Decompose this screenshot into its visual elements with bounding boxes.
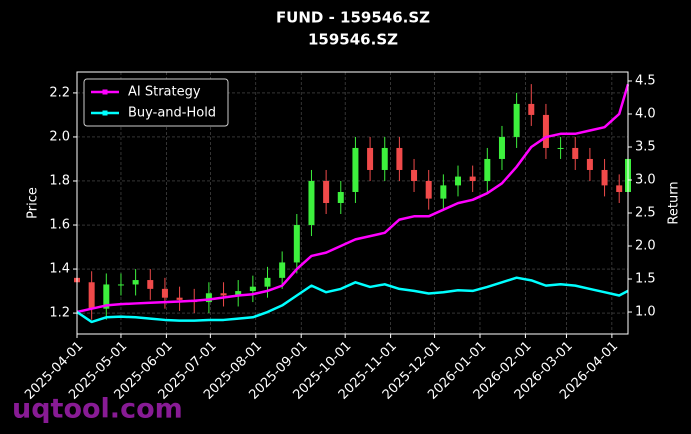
- y2-tick-label: 4.0: [635, 106, 656, 121]
- y-tick-label: 1.8: [49, 173, 70, 188]
- candle-body: [323, 180, 330, 203]
- candle-body: [235, 291, 242, 296]
- candle-body: [279, 262, 286, 278]
- chart-title: FUND - 159546.SZ: [276, 9, 430, 27]
- plot-frame: [76, 71, 629, 335]
- candle-body: [147, 280, 154, 289]
- candle-body: [440, 185, 447, 199]
- legend-label: AI Strategy: [128, 85, 201, 100]
- candle-body: [367, 147, 374, 170]
- y-tick-label: 1.6: [49, 218, 70, 233]
- candle-body: [557, 147, 564, 149]
- legend-box: [83, 78, 229, 127]
- candle-body: [586, 158, 593, 170]
- candle-body: [103, 284, 110, 309]
- candle-body: [469, 176, 476, 181]
- candle-body: [528, 103, 535, 115]
- candle-body: [88, 282, 95, 309]
- series-line: [76, 83, 630, 314]
- legend-marker: [102, 89, 108, 95]
- candle-body: [337, 191, 344, 203]
- candle-body: [396, 147, 403, 170]
- y2-axis-label: Return: [667, 181, 682, 224]
- candle-body: [411, 169, 418, 181]
- legend: AI Strategy Buy-and-Hold: [83, 78, 229, 127]
- y-axis-label: Price: [26, 187, 41, 219]
- y2-tick-label: 1.0: [635, 305, 656, 320]
- y2-tick-label: 4.5: [635, 73, 656, 88]
- candle-body: [484, 158, 491, 181]
- candle-body: [293, 225, 300, 263]
- candle-body: [220, 293, 227, 296]
- y-tick-label: 2.2: [49, 85, 70, 100]
- candle-body: [264, 277, 271, 287]
- y-tick-label: 2.0: [49, 129, 70, 144]
- candle-body: [132, 280, 139, 285]
- candle-body: [117, 284, 124, 286]
- series-line: [76, 276, 629, 324]
- candle-body: [161, 288, 168, 298]
- candle-body: [542, 114, 549, 148]
- chart-subtitle: 159546.SZ: [308, 31, 398, 49]
- watermark: uqtool.com: [12, 394, 183, 425]
- candle-body: [513, 103, 520, 137]
- candle-body: [601, 169, 608, 186]
- candle-body: [352, 147, 359, 192]
- candle-body: [455, 176, 462, 186]
- y2-tick-label: 2.0: [635, 239, 656, 254]
- candle-body: [308, 180, 315, 226]
- y2-tick-label: 3.5: [635, 139, 656, 154]
- y2-tick-label: 3.0: [635, 172, 656, 187]
- legend-marker: [102, 110, 108, 116]
- y-tick-label: 1.2: [49, 306, 70, 321]
- candle-body: [572, 147, 579, 159]
- y-tick-label: 1.4: [49, 262, 70, 277]
- candle-body: [205, 293, 212, 303]
- candle-body: [249, 286, 256, 292]
- candle-body: [176, 297, 183, 300]
- y2-tick-label: 2.5: [635, 206, 656, 221]
- candle-body: [425, 180, 432, 199]
- candle-body: [381, 147, 388, 170]
- candle-body: [616, 185, 623, 192]
- y2-tick-label: 1.5: [635, 272, 656, 287]
- legend-label: Buy-and-Hold: [128, 106, 216, 121]
- candle-body: [498, 136, 505, 159]
